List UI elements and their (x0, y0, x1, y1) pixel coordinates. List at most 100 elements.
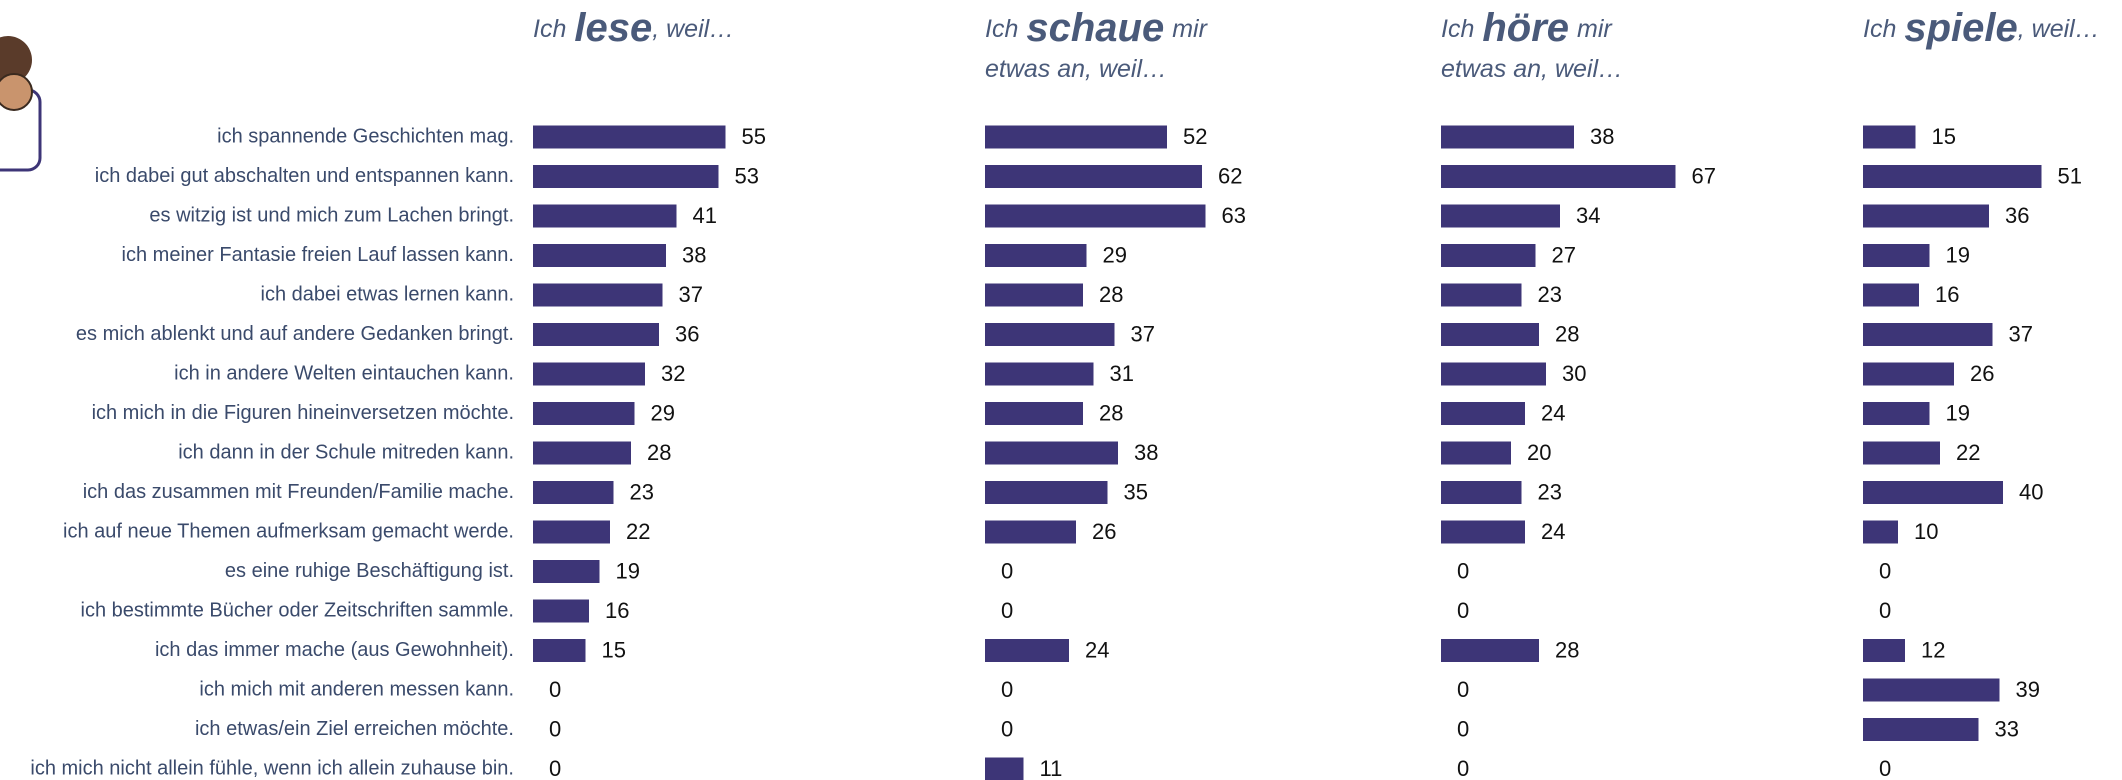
bar (985, 205, 1206, 228)
category-label: ich mich in die Figuren hineinversetzen … (92, 402, 514, 424)
bar (1441, 126, 1574, 149)
bar (1863, 521, 1898, 544)
value-label: 0 (1879, 598, 1891, 623)
value-label: 38 (682, 242, 706, 267)
chart: ich spannende Geschichten mag.ich dabei … (0, 0, 2122, 780)
bar (985, 521, 1076, 544)
bar (1863, 442, 1940, 465)
mascot (0, 36, 40, 170)
bar (1441, 284, 1522, 307)
value-label: 41 (693, 203, 717, 228)
value-label: 24 (1541, 519, 1565, 544)
value-label: 38 (1134, 440, 1158, 465)
bar (533, 244, 666, 267)
category-label: ich dann in der Schule mitreden kann. (178, 441, 514, 463)
value-label: 37 (2009, 321, 2033, 346)
bar (1441, 323, 1539, 346)
value-label: 0 (549, 677, 561, 702)
category-label: es eine ruhige Beschäftigung ist. (225, 560, 514, 582)
value-label: 28 (647, 440, 671, 465)
bar (533, 481, 614, 504)
value-label: 12 (1921, 637, 1945, 662)
panel-title: etwas an, weil… (1441, 55, 1623, 83)
bar (1863, 363, 1954, 386)
bar (985, 323, 1115, 346)
value-label: 36 (2005, 203, 2029, 228)
value-label: 16 (605, 598, 629, 623)
bar (1441, 165, 1676, 188)
value-label: 0 (1457, 677, 1469, 702)
category-label: ich mich nicht allein fühle, wenn ich al… (30, 757, 514, 779)
value-label: 53 (735, 163, 759, 188)
bar (985, 442, 1118, 465)
value-label: 40 (2019, 479, 2043, 504)
value-label: 24 (1085, 637, 1109, 662)
value-label: 37 (679, 282, 703, 307)
value-label: 34 (1576, 203, 1600, 228)
value-label: 0 (549, 716, 561, 741)
bar (1863, 126, 1916, 149)
value-label: 23 (1538, 282, 1562, 307)
title-part: Ich (985, 15, 1018, 43)
value-label: 29 (1103, 242, 1127, 267)
value-label: 31 (1110, 361, 1134, 386)
title-part: etwas an, weil… (1441, 55, 1623, 83)
category-label: ich dabei gut abschalten und entspannen … (95, 165, 514, 187)
value-label: 19 (616, 558, 640, 583)
bar (1441, 521, 1525, 544)
title-part: , weil… (2018, 15, 2100, 43)
value-label: 67 (1692, 163, 1716, 188)
bar (1863, 402, 1930, 425)
value-label: 15 (1932, 124, 1956, 149)
value-label: 36 (675, 321, 699, 346)
value-label: 35 (1124, 479, 1148, 504)
value-label: 23 (630, 479, 654, 504)
bar (1863, 639, 1905, 662)
value-label: 0 (1457, 558, 1469, 583)
value-label: 0 (1001, 558, 1013, 583)
value-label: 0 (1457, 716, 1469, 741)
bar (985, 639, 1069, 662)
bar (1863, 323, 1993, 346)
title-part: Ich (1863, 15, 1896, 43)
bar (533, 284, 663, 307)
bar (533, 205, 677, 228)
title-part: Ich (1441, 15, 1474, 43)
panel-title: etwas an, weil… (985, 55, 1167, 83)
category-label: ich das zusammen mit Freunden/Familie ma… (83, 481, 514, 503)
category-label: es mich ablenkt und auf andere Gedanken … (76, 323, 514, 345)
bar (1441, 244, 1536, 267)
category-label: ich etwas/ein Ziel erreichen möchte. (195, 718, 514, 740)
bar (1441, 363, 1546, 386)
value-label: 0 (1879, 756, 1891, 780)
bar (1441, 402, 1525, 425)
value-label: 38 (1590, 124, 1614, 149)
bar (1441, 205, 1560, 228)
value-label: 0 (1457, 756, 1469, 780)
value-label: 11 (1040, 756, 1063, 780)
bar (533, 560, 600, 583)
category-label: ich mich mit anderen messen kann. (199, 678, 514, 700)
category-label: ich auf neue Themen aufmerksam gemacht w… (63, 520, 514, 542)
bar (533, 600, 589, 623)
bar (533, 639, 586, 662)
bar (1863, 205, 1989, 228)
value-label: 28 (1099, 282, 1123, 307)
title-part: Ich (533, 15, 566, 43)
title-part: mir (1577, 15, 1613, 43)
value-label: 0 (1001, 677, 1013, 702)
title-part: spiele (1904, 6, 2017, 50)
bar (533, 442, 631, 465)
bar (1863, 679, 2000, 702)
value-label: 19 (1946, 242, 1970, 267)
value-label: 39 (2016, 677, 2040, 702)
value-label: 24 (1541, 400, 1565, 425)
bar (1863, 481, 2003, 504)
title-part: lese (574, 6, 652, 50)
value-label: 0 (1879, 558, 1891, 583)
category-label: ich das immer mache (aus Gewohnheit). (155, 639, 514, 661)
value-label: 62 (1218, 163, 1242, 188)
